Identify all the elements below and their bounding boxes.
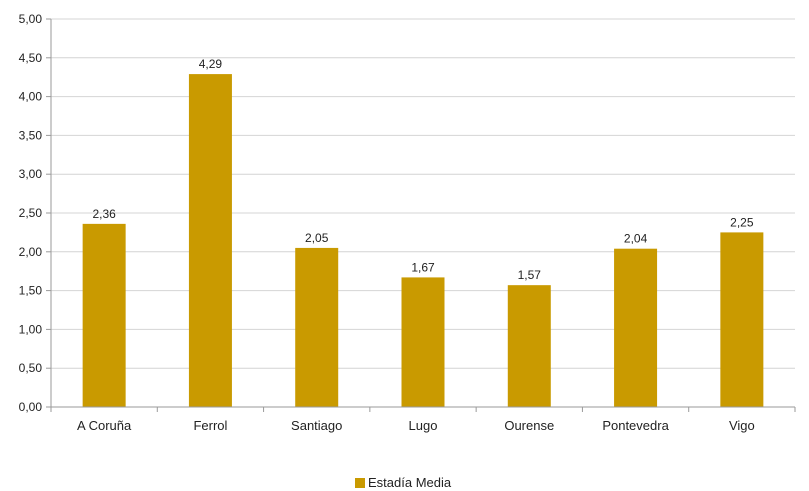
x-tick-label: Lugo: [409, 418, 438, 433]
y-tick-label: 4,50: [19, 51, 43, 65]
axes: [46, 18, 796, 412]
x-tick-label: Vigo: [729, 418, 755, 433]
bar-value-label: 4,29: [199, 57, 223, 71]
y-tick-label: 0,00: [19, 400, 43, 414]
y-tick-label: 2,00: [19, 245, 43, 259]
bar-value-label: 1,67: [411, 260, 435, 274]
bar: [507, 285, 551, 407]
bar: [401, 277, 445, 407]
y-tick-label: 1,00: [19, 322, 43, 336]
bar: [720, 232, 764, 407]
y-tick-label: 3,50: [19, 128, 43, 142]
legend: Estadía Media: [355, 475, 452, 490]
bar-value-label: 2,05: [305, 231, 329, 245]
bar: [188, 74, 232, 407]
bar-value-label: 2,25: [730, 215, 754, 229]
x-tick-label: Santiago: [291, 418, 342, 433]
legend-swatch: [355, 478, 365, 488]
y-axis-tick-labels: 0,00 0,50 1,00 1,50 2,00 2,50 3,00 3,50 4,00 4,50…: [19, 12, 43, 414]
legend-label: Estadía Media: [368, 475, 452, 490]
bar: [614, 248, 658, 407]
data-labels: 2,36 4,29 2,05 1,67 1,57 2,04 2,25: [92, 57, 753, 282]
bar-value-label: 2,36: [92, 207, 116, 221]
bar: [295, 247, 339, 407]
gridlines: [51, 18, 795, 369]
y-tick-label: 1,50: [19, 284, 43, 298]
y-tick-label: 0,50: [19, 361, 43, 375]
bar: [82, 223, 126, 407]
x-tick-label: Ferrol: [193, 418, 227, 433]
bars: [82, 74, 764, 407]
bar-value-label: 1,57: [518, 268, 542, 282]
x-tick-label: A Coruña: [77, 418, 132, 433]
x-axis-tick-labels: A Coruña Ferrol Santiago Lugo Ourense Ponteve…: [77, 418, 755, 433]
y-tick-label: 4,00: [19, 90, 43, 104]
bar-value-label: 2,04: [624, 232, 648, 246]
y-tick-label: 3,00: [19, 167, 43, 181]
y-tick-label: 2,50: [19, 206, 43, 220]
x-tick-label: Ourense: [504, 418, 554, 433]
y-tick-label: 5,00: [19, 12, 43, 26]
x-tick-label: Pontevedra: [602, 418, 669, 433]
